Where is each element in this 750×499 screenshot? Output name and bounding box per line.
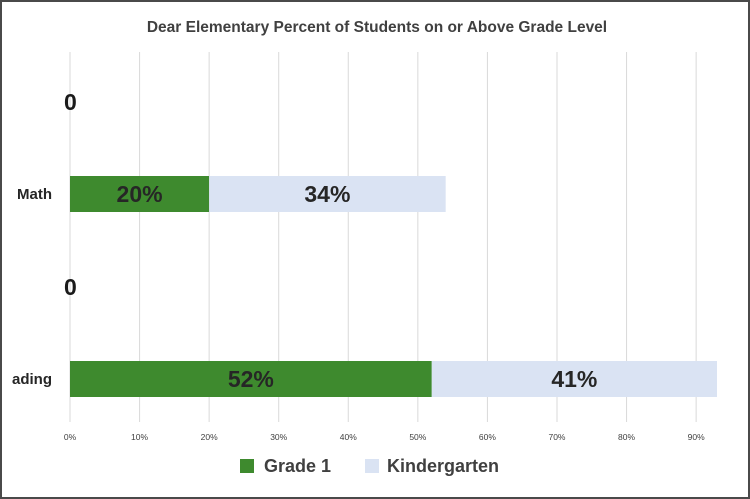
bar-data-label: 20%	[117, 181, 163, 207]
x-tick-label: 50%	[409, 432, 426, 442]
x-tick-label: 30%	[270, 432, 287, 442]
chart-title: Dear Elementary Percent of Students on o…	[147, 19, 607, 36]
legend-label: Grade 1	[264, 456, 331, 476]
x-tick-label: 0%	[64, 432, 77, 442]
x-tick-label: 90%	[688, 432, 705, 442]
x-axis-ticks: 0% 10% 20% 30% 40% 50% 60% 70% 80% 90%	[64, 432, 705, 442]
bar-data-label: 41%	[551, 366, 597, 392]
x-tick-label: 70%	[548, 432, 565, 442]
bar-segment	[431, 361, 717, 397]
bar-segment	[209, 176, 446, 212]
bar-segment	[70, 361, 432, 397]
bar-data-label: 34%	[304, 181, 350, 207]
legend: Grade 1 Kindergarten	[240, 456, 499, 476]
empty-row-label: 0	[64, 89, 77, 115]
x-tick-label: 10%	[131, 432, 148, 442]
bar-data-label: 52%	[228, 366, 274, 392]
x-tick-label: 20%	[201, 432, 218, 442]
bars: 0 20% 34% 0 52% 41%	[64, 89, 717, 397]
category-labels: Math ading	[12, 186, 52, 388]
gridlines	[69, 52, 697, 422]
bar-segment	[70, 176, 210, 212]
x-tick-label: 60%	[479, 432, 496, 442]
x-tick-label: 80%	[618, 432, 635, 442]
x-tick-label: 40%	[340, 432, 357, 442]
category-label: ading	[12, 371, 52, 388]
empty-row-label: 0	[64, 274, 77, 300]
category-label: Math	[17, 186, 52, 203]
legend-swatch	[365, 459, 379, 473]
legend-label: Kindergarten	[387, 456, 499, 476]
legend-swatch	[240, 459, 254, 473]
